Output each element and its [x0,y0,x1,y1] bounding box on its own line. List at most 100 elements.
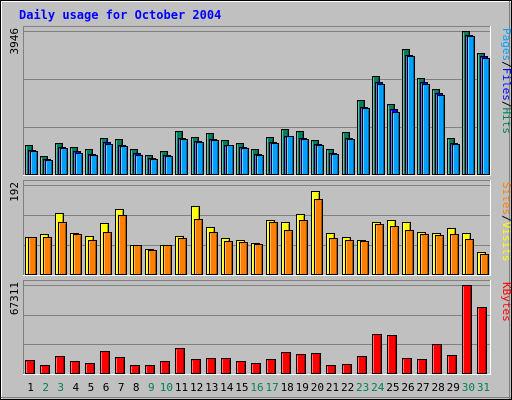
bar-kbytes-day-27 [417,359,427,374]
legend-segment: KBytes [500,282,512,322]
x-tick-label-day-20: 20 [311,381,324,394]
legend-segment: / [500,61,512,68]
bar-pages-day-22 [347,139,355,175]
legend-segment: Sites [500,182,512,215]
bar-fill [226,145,234,175]
bar-sites-day-6 [103,232,112,275]
x-tick-label-day-26: 26 [401,381,414,394]
legend-segment: Hits [500,108,512,135]
bar-sites-day-30 [465,239,474,275]
bar-kbytes-day-17 [266,359,276,374]
bar-kbytes-day-28 [432,344,442,374]
legend-segment: / [500,215,512,222]
bar-fill [271,143,279,175]
bar-fill [435,235,444,275]
bar-pages-day-26 [407,56,415,175]
bar-pages-day-17 [271,143,279,175]
bar-fill [314,199,323,275]
bar-sites-day-16 [254,244,263,275]
bar-pages-day-16 [256,155,264,175]
panel-top-legend-label: Pages/Files/Hits [500,28,512,134]
bar-kbytes-day-8 [130,365,140,374]
x-tick-label-day-13: 13 [205,381,218,394]
bar-fill [390,226,399,275]
x-tick-label-day-30: 30 [462,381,475,394]
bar-sites-day-21 [329,238,338,275]
legend-segment: / [500,101,512,108]
bar-fill [452,144,460,175]
bar-fill [347,139,355,175]
bar-fill [115,357,125,374]
bar-sites-day-29 [450,234,459,275]
bar-fill [60,148,68,175]
x-tick-label-day-10: 10 [160,381,173,394]
bar-sites-day-8 [133,245,142,275]
legend-segment: Visits [500,222,512,262]
bar-pages-day-5 [90,155,98,175]
x-tick-label-day-1: 1 [27,381,34,394]
bar-fill [417,359,427,374]
bar-fill [432,344,442,374]
bar-pages-day-29 [452,144,460,175]
panel-middle: 192 Sites/Visits [8,180,512,276]
x-tick-label-day-8: 8 [133,381,140,394]
bar-pages-day-18 [286,136,294,175]
x-tick-label-day-19: 19 [296,381,309,394]
bar-sites-day-7 [118,215,127,275]
bar-kbytes-day-30 [462,285,472,374]
bar-pages-day-9 [150,159,158,175]
bar-fill [120,146,128,175]
bar-fill [480,254,489,275]
bar-fill [103,232,112,275]
x-tick-label-day-17: 17 [265,381,278,394]
bar-fill [256,155,264,175]
bar-sites-day-2 [43,237,52,275]
bar-fill [407,56,415,175]
bar-fill [194,219,203,275]
bar-kbytes-day-25 [387,335,397,374]
bar-fill [360,241,369,275]
bar-fill [311,353,321,374]
bar-fill [58,222,67,275]
bar-fill [372,334,382,374]
x-tick-label-day-4: 4 [73,381,80,394]
bar-fill [150,159,158,175]
bar-fill [135,155,143,175]
x-tick-label-day-21: 21 [326,381,339,394]
bar-fill [75,153,83,175]
bar-fill [165,156,173,175]
bar-kbytes-day-16 [251,363,261,374]
bar-fill [420,234,429,275]
bar-pages-day-31 [482,58,490,175]
panel-bottom: 67311 KBytes [8,280,512,375]
bar-pages-day-13 [211,140,219,175]
bar-fill [254,244,263,275]
bar-sites-day-23 [360,241,369,275]
x-tick-label-day-7: 7 [118,381,125,394]
bar-fill [281,352,291,374]
bar-pages-day-15 [241,148,249,175]
bar-pages-day-7 [120,146,128,175]
bar-pages-day-11 [180,139,188,175]
bar-pages-day-10 [165,156,173,175]
bar-kbytes-day-18 [281,352,291,374]
x-tick-label-day-11: 11 [175,381,188,394]
bar-fill [375,224,384,275]
panel-top-ymax-label: 3946 [8,28,21,55]
x-tick-label-day-18: 18 [281,381,294,394]
bar-fill [145,365,155,374]
bar-fill [160,361,170,374]
bar-kbytes-day-21 [326,365,336,374]
bar-sites-day-24 [375,224,384,275]
x-tick-labels: 1 2 3 4 5 6 7 8 9 10 11 12 13 14 15 16 17 18 19 20 21 22 23 24 2… [27,381,490,394]
x-tick-label-day-5: 5 [88,381,95,394]
x-tick-label-day-22: 22 [341,381,354,394]
bar-fill [224,241,233,275]
bar-sites-day-31 [480,254,489,275]
bar-sites-day-10 [163,245,172,275]
bar-pages-day-19 [301,139,309,175]
bar-fill [70,361,80,374]
bar-fill [90,155,98,175]
bar-fill [163,245,172,275]
bar-sites-day-22 [345,240,354,275]
